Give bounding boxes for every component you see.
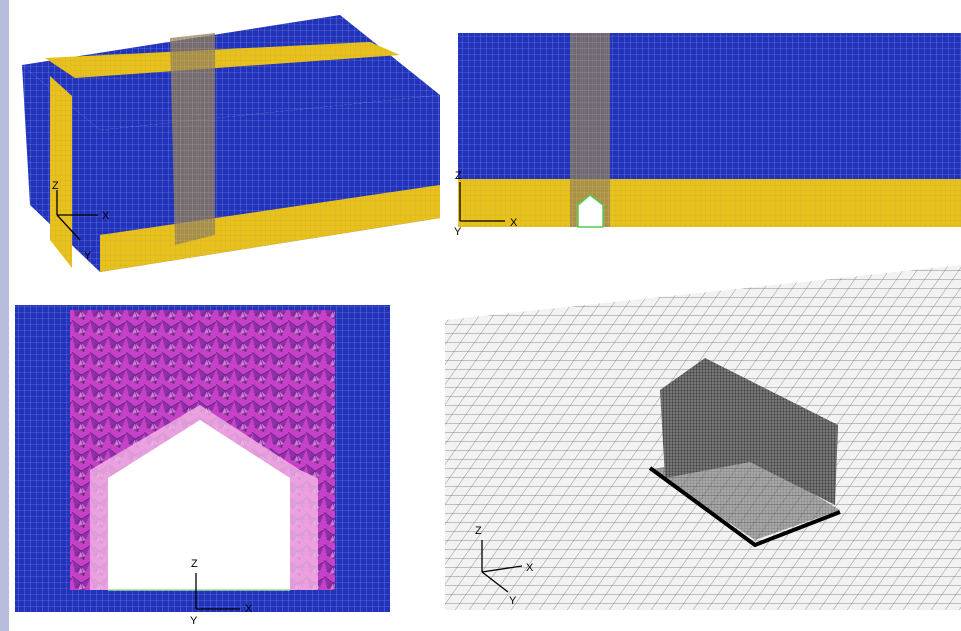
axis-label: X bbox=[526, 562, 534, 574]
axis-label: Y bbox=[454, 226, 462, 238]
detail-mesh-panel bbox=[15, 305, 390, 612]
figure: Z X Y Z X Y Z X Y Z X Y bbox=[0, 0, 961, 631]
axis-label: Z bbox=[52, 180, 59, 192]
axis-label: Y bbox=[84, 250, 92, 262]
axis-label: Y bbox=[190, 615, 198, 627]
axis-label: X bbox=[102, 210, 110, 222]
axis-label: Y bbox=[509, 595, 517, 607]
axis-label: Z bbox=[455, 170, 462, 182]
axis-label: X bbox=[510, 217, 518, 229]
section-mesh-panel bbox=[458, 33, 961, 227]
axis-label: X bbox=[245, 603, 253, 615]
axis-label: Z bbox=[191, 558, 198, 570]
surface-mesh-panel bbox=[445, 265, 961, 610]
box-mesh-panel bbox=[22, 15, 440, 272]
axis-label: Z bbox=[475, 525, 482, 537]
side-strip bbox=[0, 0, 9, 631]
